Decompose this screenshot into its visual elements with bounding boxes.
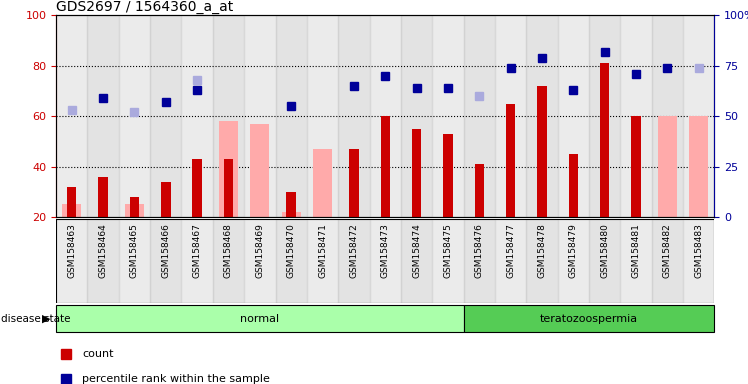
Text: GSM158480: GSM158480: [600, 223, 609, 278]
Bar: [119, 219, 150, 303]
Text: GSM158467: GSM158467: [193, 223, 202, 278]
Bar: [381, 116, 390, 217]
Bar: [631, 116, 641, 217]
Bar: [62, 204, 82, 217]
Bar: [129, 197, 139, 217]
Text: GSM158475: GSM158475: [444, 223, 453, 278]
Bar: [349, 149, 358, 217]
Text: ▶: ▶: [43, 314, 51, 324]
Bar: [537, 86, 547, 217]
Bar: [658, 116, 677, 217]
Bar: [495, 219, 527, 303]
Bar: [282, 212, 301, 217]
Bar: [689, 116, 708, 217]
Bar: [67, 187, 76, 217]
Bar: [568, 154, 578, 217]
Bar: [412, 129, 421, 217]
Text: GSM158473: GSM158473: [381, 223, 390, 278]
Text: GSM158468: GSM158468: [224, 223, 233, 278]
Bar: [600, 63, 610, 217]
Text: GSM158463: GSM158463: [67, 223, 76, 278]
Bar: [401, 219, 432, 303]
Text: normal: normal: [240, 314, 280, 324]
Bar: [307, 15, 338, 217]
Bar: [275, 219, 307, 303]
Bar: [125, 204, 144, 217]
Text: GSM158483: GSM158483: [694, 223, 703, 278]
Bar: [683, 219, 714, 303]
Bar: [620, 219, 652, 303]
Text: GSM158482: GSM158482: [663, 223, 672, 278]
Bar: [401, 15, 432, 217]
Bar: [589, 15, 620, 217]
Bar: [444, 134, 453, 217]
Bar: [213, 15, 244, 217]
Bar: [652, 219, 683, 303]
Bar: [275, 15, 307, 217]
Bar: [464, 15, 495, 217]
Bar: [161, 182, 171, 217]
Text: GSM158471: GSM158471: [318, 223, 327, 278]
Text: GSM158470: GSM158470: [286, 223, 295, 278]
Bar: [88, 15, 119, 217]
Bar: [286, 192, 296, 217]
Bar: [683, 15, 714, 217]
Bar: [652, 15, 683, 217]
Bar: [182, 15, 213, 217]
Bar: [182, 219, 213, 303]
Bar: [527, 219, 557, 303]
Bar: [251, 124, 269, 217]
Bar: [213, 219, 244, 303]
Bar: [338, 219, 370, 303]
Bar: [119, 15, 150, 217]
Text: GSM158479: GSM158479: [568, 223, 577, 278]
Bar: [307, 219, 338, 303]
Bar: [620, 15, 652, 217]
Text: GSM158481: GSM158481: [631, 223, 640, 278]
Bar: [338, 15, 370, 217]
Text: GSM158469: GSM158469: [255, 223, 264, 278]
Bar: [244, 219, 275, 303]
Bar: [432, 15, 464, 217]
Bar: [56, 219, 88, 303]
Bar: [557, 219, 589, 303]
Bar: [495, 15, 527, 217]
Bar: [192, 159, 202, 217]
Bar: [370, 219, 401, 303]
Text: GSM158476: GSM158476: [475, 223, 484, 278]
Bar: [224, 159, 233, 217]
Text: percentile rank within the sample: percentile rank within the sample: [82, 374, 270, 384]
Bar: [527, 15, 557, 217]
Bar: [150, 219, 182, 303]
Bar: [219, 121, 238, 217]
Bar: [464, 305, 714, 332]
Text: GSM158465: GSM158465: [130, 223, 139, 278]
Text: GSM158474: GSM158474: [412, 223, 421, 278]
Text: disease state: disease state: [1, 314, 71, 324]
Bar: [150, 15, 182, 217]
Bar: [370, 15, 401, 217]
Text: GSM158464: GSM158464: [99, 223, 108, 278]
Bar: [474, 164, 484, 217]
Bar: [56, 15, 88, 217]
Bar: [557, 15, 589, 217]
Text: GSM158472: GSM158472: [349, 223, 358, 278]
Text: GSM158478: GSM158478: [538, 223, 547, 278]
Text: GSM158477: GSM158477: [506, 223, 515, 278]
Bar: [464, 219, 495, 303]
Text: GDS2697 / 1564360_a_at: GDS2697 / 1564360_a_at: [56, 0, 233, 14]
Bar: [589, 219, 620, 303]
Bar: [244, 15, 275, 217]
Bar: [432, 219, 464, 303]
Bar: [56, 305, 464, 332]
Text: teratozoospermia: teratozoospermia: [540, 314, 638, 324]
Bar: [313, 149, 332, 217]
Text: count: count: [82, 349, 114, 359]
Bar: [88, 219, 119, 303]
Bar: [506, 104, 515, 217]
Text: GSM158466: GSM158466: [162, 223, 171, 278]
Bar: [99, 177, 108, 217]
